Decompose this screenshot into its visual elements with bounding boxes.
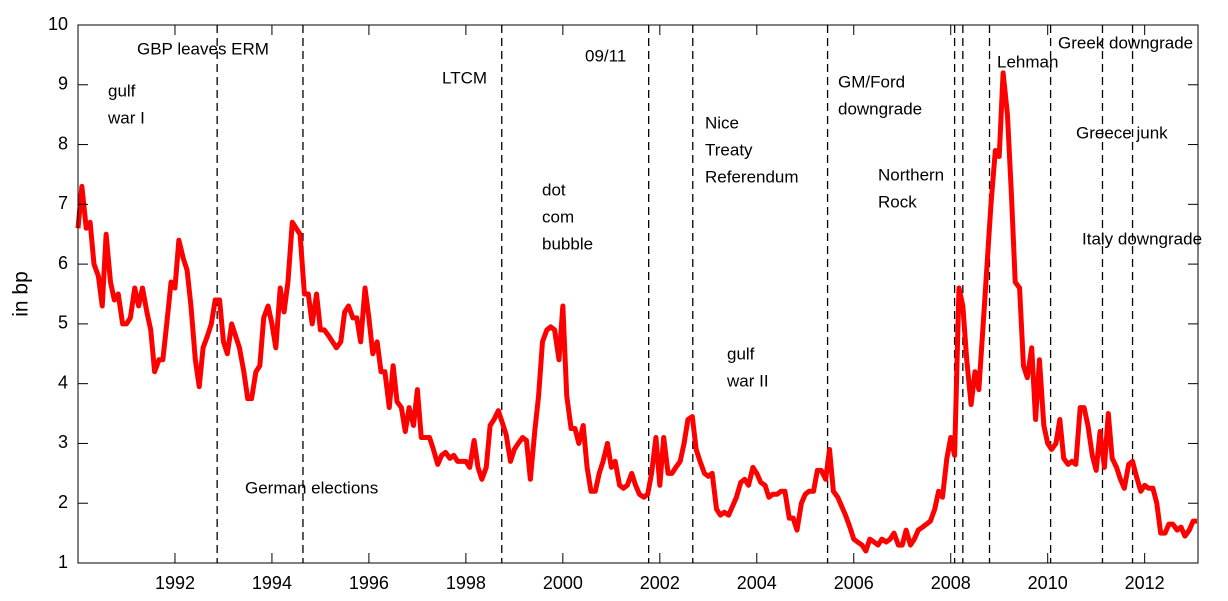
annotation: gulf [108, 81, 136, 100]
x-tick-label: 1994 [252, 573, 292, 593]
annotation: German elections [245, 478, 378, 497]
x-tick-label: 1998 [446, 573, 486, 593]
x-tick-label: 2012 [1125, 573, 1165, 593]
x-tick-label: 2000 [543, 573, 583, 593]
x-tick-label: 2006 [834, 573, 874, 593]
annotation: com [542, 207, 574, 226]
y-tick-label: 4 [58, 372, 68, 392]
annotation: Greek downgrade [1058, 33, 1193, 52]
annotation: Italy downgrade [1082, 229, 1202, 248]
annotation: bubble [542, 234, 593, 253]
annotation: Nice [705, 113, 739, 132]
annotation: Lehman [997, 52, 1058, 71]
annotation: Greece junk [1076, 123, 1168, 142]
y-tick-label: 7 [58, 193, 68, 213]
annotation: war II [726, 371, 769, 390]
annotation: war I [107, 108, 145, 127]
annotation: Northern [878, 165, 944, 184]
y-tick-label: 3 [58, 432, 68, 452]
annotation: LTCM [442, 68, 487, 87]
plot-frame [77, 24, 1199, 564]
y-tick-label: 2 [58, 492, 68, 512]
annotation: gulf [727, 344, 755, 363]
annotation: GBP leaves ERM [137, 39, 269, 58]
x-tick-label: 2008 [931, 573, 971, 593]
annotation: 09/11 [585, 46, 626, 65]
x-tick-label: 2004 [737, 573, 777, 593]
y-tick-label: 6 [58, 253, 68, 273]
y-tick-label: 10 [48, 14, 68, 34]
x-tick-label: 1996 [349, 573, 389, 593]
annotation: Treaty [705, 140, 753, 159]
x-tick-label: 1992 [155, 573, 195, 593]
annotation: GM/Ford [838, 72, 905, 91]
annotation: dot [542, 180, 566, 199]
y-axis-label: in bp [10, 271, 33, 317]
y-tick-label: 8 [58, 133, 68, 153]
x-tick-label: 2002 [640, 573, 680, 593]
y-tick-label: 5 [58, 313, 68, 333]
annotation: Referendum [705, 167, 799, 186]
annotation: Rock [878, 192, 917, 211]
annotation: downgrade [838, 99, 922, 118]
y-tick-label: 9 [58, 74, 68, 94]
y-tick-label: 1 [58, 552, 68, 572]
x-tick-label: 2010 [1028, 573, 1068, 593]
data-line [75, 70, 1198, 554]
